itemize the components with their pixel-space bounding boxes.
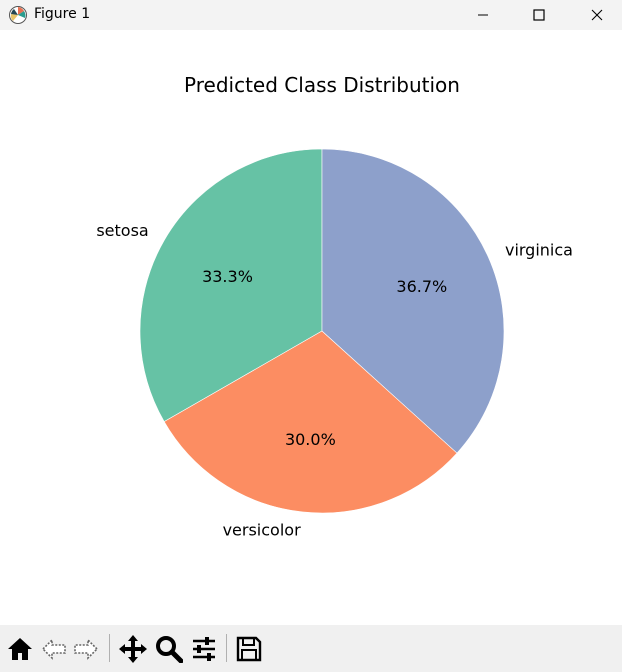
pie-slice-virginica: [321, 148, 505, 454]
forward-button[interactable]: [70, 633, 102, 665]
close-icon: [591, 9, 603, 21]
minimize-icon: [478, 14, 488, 16]
pie-pct-label-versicolor: 30.0%: [285, 430, 336, 449]
minimize-button[interactable]: [460, 0, 506, 30]
maximize-button[interactable]: [516, 0, 562, 30]
configure-subplots-button[interactable]: [188, 633, 220, 665]
toolbar-separator: [109, 634, 110, 662]
pie-slice-versicolor: [163, 330, 458, 514]
close-button[interactable]: [574, 0, 620, 30]
pie-slice-setosa: [139, 148, 323, 423]
window-titlebar: Figure 1: [0, 0, 622, 30]
chart-title: Predicted Class Distribution: [184, 73, 460, 97]
figure-canvas[interactable]: Predicted Class Distribution 33.3% setosa…: [0, 30, 622, 625]
back-icon: [41, 638, 66, 660]
pie-category-label-versicolor: versicolor: [223, 521, 301, 540]
zoom-icon: [156, 636, 183, 663]
pie-labels: 33.3% setosa 30.0% versicolor 36.7% virginica: [96, 221, 573, 539]
home-icon: [8, 638, 32, 660]
configure-icon: [193, 637, 215, 661]
forward-icon: [74, 638, 99, 660]
pie-category-label-virginica: virginica: [505, 240, 573, 259]
pan-button[interactable]: [117, 633, 149, 665]
maximize-icon: [533, 9, 545, 21]
back-button[interactable]: [38, 633, 70, 665]
navigation-toolbar: [0, 625, 622, 672]
pie-pct-label-virginica: 36.7%: [396, 277, 447, 296]
save-icon: [236, 636, 262, 662]
window-title: Figure 1: [34, 6, 91, 22]
toolbar-separator: [226, 634, 227, 662]
zoom-button[interactable]: [153, 633, 185, 665]
matplotlib-logo-icon: [9, 6, 27, 24]
pie-category-label-setosa: setosa: [96, 221, 148, 240]
pie-chart: Predicted Class Distribution 33.3% setosa…: [96, 73, 573, 540]
pan-icon: [119, 635, 147, 663]
pie-slices: [139, 148, 505, 514]
save-button[interactable]: [233, 633, 265, 665]
home-button[interactable]: [4, 633, 36, 665]
pie-pct-label-setosa: 33.3%: [202, 267, 253, 286]
